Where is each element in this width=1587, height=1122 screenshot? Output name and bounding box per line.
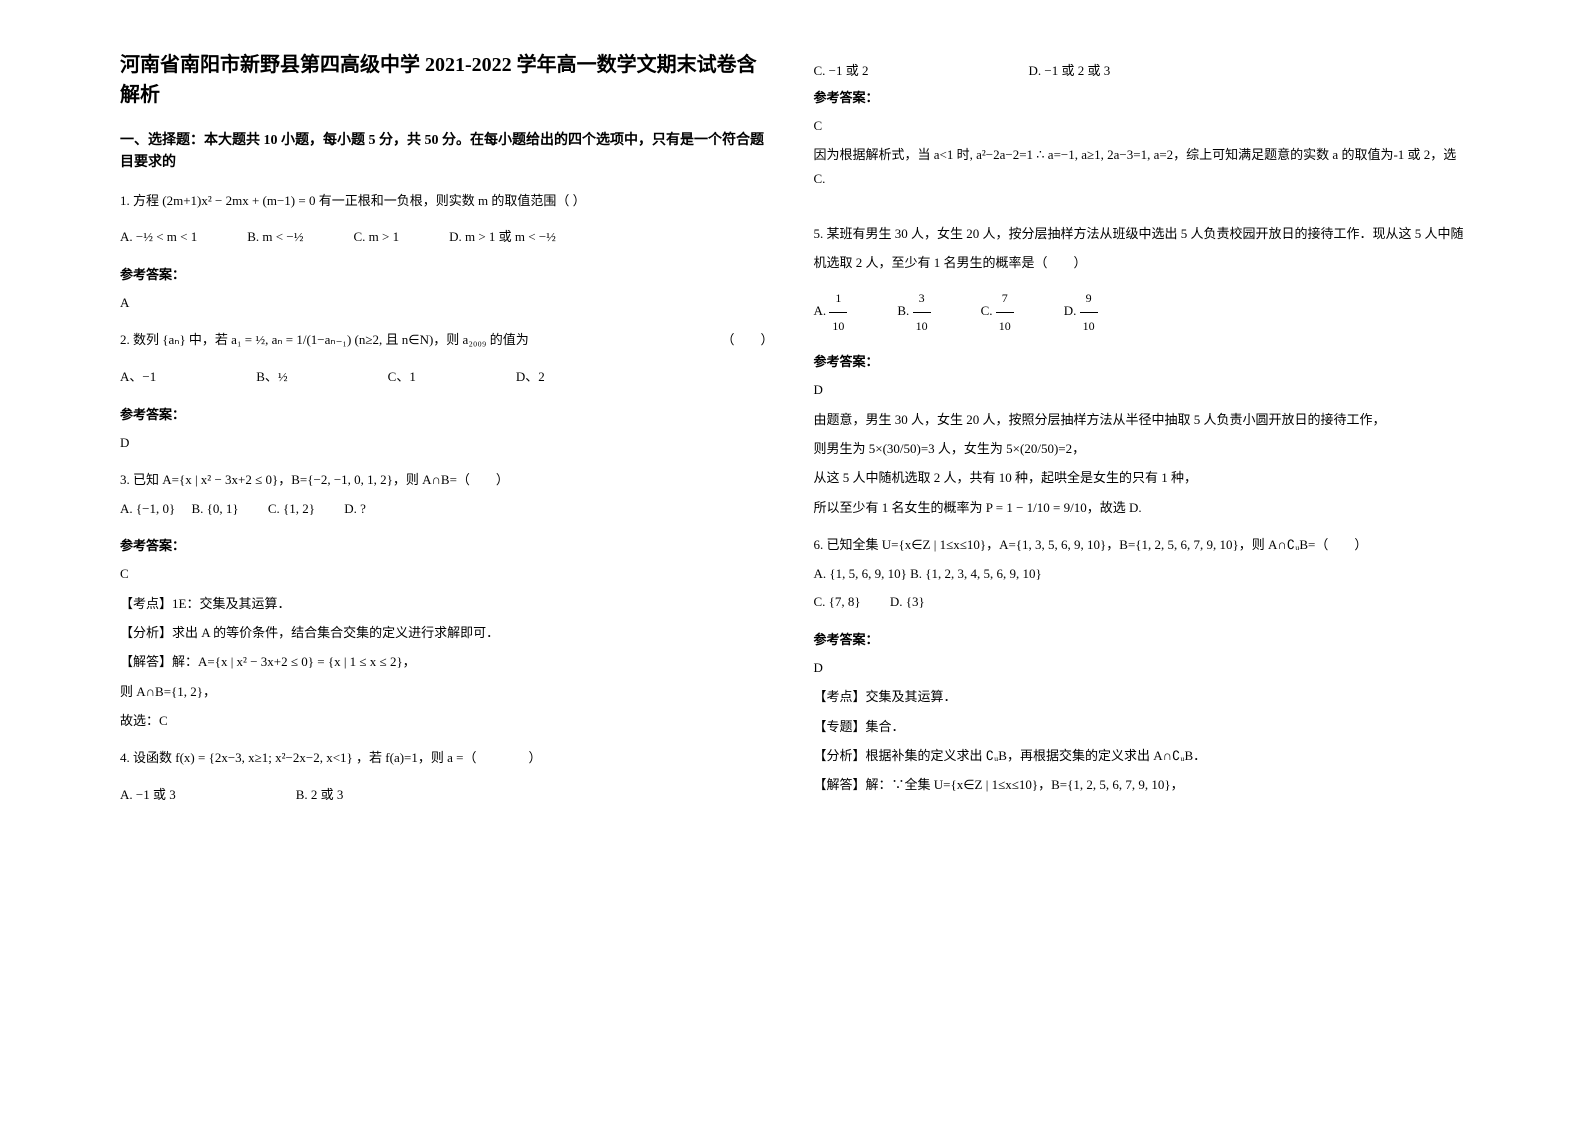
q5-line3: 从这 5 人中随机选取 2 人，共有 10 种，起哄全是女生的只有 1 种， bbox=[814, 466, 1468, 489]
q3-analysis: 【分析】求出 A 的等价条件，结合集合交集的定义进行求解即可． bbox=[120, 621, 774, 644]
q5-optC: C. 710 bbox=[981, 285, 1014, 339]
q6-opts-row2: C. {7, 8} D. {3} bbox=[814, 588, 1468, 617]
q5-optA-num: 1 bbox=[829, 285, 847, 312]
q3-answer-label: 参考答案： bbox=[120, 535, 774, 554]
q5-optC-num: 7 bbox=[996, 285, 1014, 312]
question-3: 3. 已知 A={x | x² − 3x+2 ≤ 0}，B={−2, −1, 0… bbox=[120, 466, 774, 523]
q4-options-row2: C. −1 或 2 D. −1 或 2 或 3 bbox=[814, 60, 1468, 79]
question-5: 5. 某班有男生 30 人，女生 20 人，按分层抽样方法从班级中选出 5 人负… bbox=[814, 220, 1468, 339]
q1-text: 1. 方程 (2m+1)x² − 2mx + (m−1) = 0 有一正根和一负… bbox=[120, 187, 774, 216]
q5-optA-label: A. bbox=[814, 303, 827, 318]
q2-optC: C、1 bbox=[388, 363, 416, 392]
q5-optB-den: 10 bbox=[913, 313, 931, 339]
q5-optA-den: 10 bbox=[829, 313, 847, 339]
q6-analysis: 【分析】根据补集的定义求出 ∁ᵤB，再根据交集的定义求出 A∩∁ᵤB． bbox=[814, 744, 1468, 767]
question-1: 1. 方程 (2m+1)x² − 2mx + (m−1) = 0 有一正根和一负… bbox=[120, 187, 774, 252]
q3-answer: C bbox=[120, 562, 774, 585]
q2-options: A、−1 B、½ C、1 D、2 bbox=[120, 363, 774, 392]
q1-answer-label: 参考答案： bbox=[120, 264, 774, 283]
q3-solve3: 故选：C bbox=[120, 709, 774, 732]
q5-options: A. 110 B. 310 C. 710 D. 910 bbox=[814, 285, 1468, 339]
q5-line4: 所以至少有 1 名女生的概率为 P = 1 − 1/10 = 9/10，故选 D… bbox=[814, 496, 1468, 519]
q4-prefix: 4. 设函数 bbox=[120, 750, 175, 765]
q5-optB: B. 310 bbox=[897, 285, 930, 339]
q3-text: 3. 已知 A={x | x² − 3x+2 ≤ 0}，B={−2, −1, 0… bbox=[120, 466, 774, 495]
q2-answer-label: 参考答案： bbox=[120, 404, 774, 423]
q2-optB: B、½ bbox=[256, 363, 287, 392]
q4-options-row1: A. −1 或 3 B. 2 或 3 bbox=[120, 781, 774, 810]
q4-analysis: 因为根据解析式，当 a<1 时, a²−2a−2=1 ∴ a=−1, a≥1, … bbox=[814, 143, 1468, 190]
q6-optB: B. {1, 2, 3, 4, 5, 6, 9, 10} bbox=[910, 566, 1042, 581]
q5-line2: 则男生为 5×(30/50)=3 人，女生为 5×(20/50)=2， bbox=[814, 437, 1468, 460]
q6-optD: D. {3} bbox=[890, 594, 925, 609]
q5-optB-num: 3 bbox=[913, 285, 931, 312]
q3-solve2: 则 A∩B={1, 2}， bbox=[120, 680, 774, 703]
q4-suffix: ，若 f(a)=1，则 a =（ ） bbox=[356, 750, 541, 765]
q5-optC-label: C. bbox=[981, 303, 993, 318]
q5-line1: 由题意，男生 30 人，女生 20 人，按照分层抽样方法从半径中抽取 5 人负责… bbox=[814, 408, 1468, 431]
q4-answer: C bbox=[814, 114, 1468, 137]
q6-answer-label: 参考答案： bbox=[814, 629, 1468, 648]
q6-opts-row1: A. {1, 5, 6, 9, 10} B. {1, 2, 3, 4, 5, 6… bbox=[814, 560, 1468, 589]
q1-options: A. −½ < m < 1 B. m < −½ C. m > 1 D. m > … bbox=[120, 223, 774, 252]
question-6: 6. 已知全集 U={x∈Z | 1≤x≤10}，A={1, 3, 5, 6, … bbox=[814, 531, 1468, 617]
q5-optD-num: 9 bbox=[1080, 285, 1098, 312]
q2-optA: A、−1 bbox=[120, 363, 156, 392]
q5-optB-label: B. bbox=[897, 303, 909, 318]
q6-optA: A. {1, 5, 6, 9, 10} bbox=[814, 566, 907, 581]
q6-topic: 【专题】集合． bbox=[814, 715, 1468, 738]
q1-optD: D. m > 1 或 m < −½ bbox=[449, 223, 556, 252]
q3-opts: A. {−1, 0} B. {0, 1} C. {1, 2} D. ? bbox=[120, 495, 774, 524]
q5-optD-label: D. bbox=[1064, 303, 1077, 318]
left-column: 河南省南阳市新野县第四高级中学 2021-2022 学年高一数学文期末试卷含解析… bbox=[100, 50, 794, 1072]
q2-paren: （ ） bbox=[721, 326, 773, 355]
q5-answer-label: 参考答案： bbox=[814, 351, 1468, 370]
q1-optB: B. m < −½ bbox=[247, 223, 303, 252]
q5-answer: D bbox=[814, 378, 1468, 401]
q6-solve: 【解答】解：∵全集 U={x∈Z | 1≤x≤10}，B={1, 2, 5, 6… bbox=[814, 773, 1468, 796]
q1-optA: A. −½ < m < 1 bbox=[120, 223, 197, 252]
q2-answer: D bbox=[120, 431, 774, 454]
q6-optC: C. {7, 8} bbox=[814, 594, 861, 609]
q6-point: 【考点】交集及其运算． bbox=[814, 685, 1468, 708]
q4-optC: C. −1 或 2 bbox=[814, 60, 869, 79]
q3-point: 【考点】1E：交集及其运算． bbox=[120, 592, 774, 615]
q4-optD: D. −1 或 2 或 3 bbox=[1029, 60, 1111, 79]
q6-answer: D bbox=[814, 656, 1468, 679]
q5-text: 5. 某班有男生 30 人，女生 20 人，按分层抽样方法从班级中选出 5 人负… bbox=[814, 220, 1468, 277]
question-2: 2. 数列 {aₙ} 中，若 a₁ = ½, aₙ = 1/(1−aₙ₋₁) (… bbox=[120, 326, 774, 391]
q5-optC-den: 10 bbox=[996, 313, 1014, 339]
q1-optC: C. m > 1 bbox=[353, 223, 399, 252]
q2-text: 2. 数列 {aₙ} 中，若 a₁ = ½, aₙ = 1/(1−aₙ₋₁) (… bbox=[120, 332, 529, 347]
q3-solve1: 【解答】解：A={x | x² − 3x+2 ≤ 0} = {x | 1 ≤ x… bbox=[120, 650, 774, 673]
q1-answer: A bbox=[120, 291, 774, 314]
section-heading: 一、选择题：本大题共 10 小题，每小题 5 分，共 50 分。在每小题给出的四… bbox=[120, 130, 774, 175]
q6-text: 6. 已知全集 U={x∈Z | 1≤x≤10}，A={1, 3, 5, 6, … bbox=[814, 531, 1468, 560]
question-4: 4. 设函数 f(x) = {2x−3, x≥1; x²−2x−2, x<1} … bbox=[120, 744, 774, 809]
q4-answer-label: 参考答案： bbox=[814, 87, 1468, 106]
q4-optB: B. 2 或 3 bbox=[296, 781, 344, 810]
q5-optD: D. 910 bbox=[1064, 285, 1098, 339]
page-title: 河南省南阳市新野县第四高级中学 2021-2022 学年高一数学文期末试卷含解析 bbox=[120, 50, 774, 110]
q4-fxdef: f(x) = {2x−3, x≥1; x²−2x−2, x<1} bbox=[175, 750, 353, 765]
q4-optA: A. −1 或 3 bbox=[120, 781, 176, 810]
right-column: C. −1 或 2 D. −1 或 2 或 3 参考答案： C 因为根据解析式，… bbox=[794, 50, 1488, 1072]
q2-optD: D、2 bbox=[516, 363, 545, 392]
q5-optA: A. 110 bbox=[814, 285, 848, 339]
q5-optD-den: 10 bbox=[1080, 313, 1098, 339]
